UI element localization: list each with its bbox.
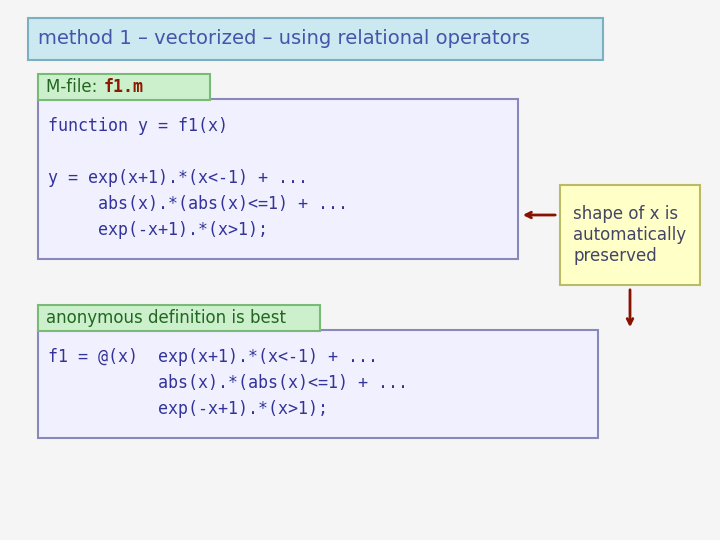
Text: f1.m: f1.m xyxy=(104,78,144,96)
Bar xyxy=(38,74,210,100)
Text: M-file:: M-file: xyxy=(46,78,103,96)
Text: y = exp(x+1).*(x<-1) + ...: y = exp(x+1).*(x<-1) + ... xyxy=(48,169,308,187)
Text: abs(x).*(abs(x)<=1) + ...: abs(x).*(abs(x)<=1) + ... xyxy=(48,195,348,213)
Bar xyxy=(28,18,603,60)
Text: anonymous definition is best: anonymous definition is best xyxy=(46,309,286,327)
Text: abs(x).*(abs(x)<=1) + ...: abs(x).*(abs(x)<=1) + ... xyxy=(48,374,408,392)
Text: function y = f1(x): function y = f1(x) xyxy=(48,117,228,135)
Text: shape of x is
automatically
preserved: shape of x is automatically preserved xyxy=(573,205,687,265)
Text: method 1 – vectorized – using relational operators: method 1 – vectorized – using relational… xyxy=(38,30,530,49)
Text: exp(-x+1).*(x>1);: exp(-x+1).*(x>1); xyxy=(48,400,328,418)
Bar xyxy=(38,330,598,438)
Text: f1 = @(x)  exp(x+1).*(x<-1) + ...: f1 = @(x) exp(x+1).*(x<-1) + ... xyxy=(48,348,378,366)
Bar xyxy=(38,305,320,331)
Text: exp(-x+1).*(x>1);: exp(-x+1).*(x>1); xyxy=(48,221,268,239)
Bar xyxy=(38,99,518,259)
Bar xyxy=(560,185,700,285)
